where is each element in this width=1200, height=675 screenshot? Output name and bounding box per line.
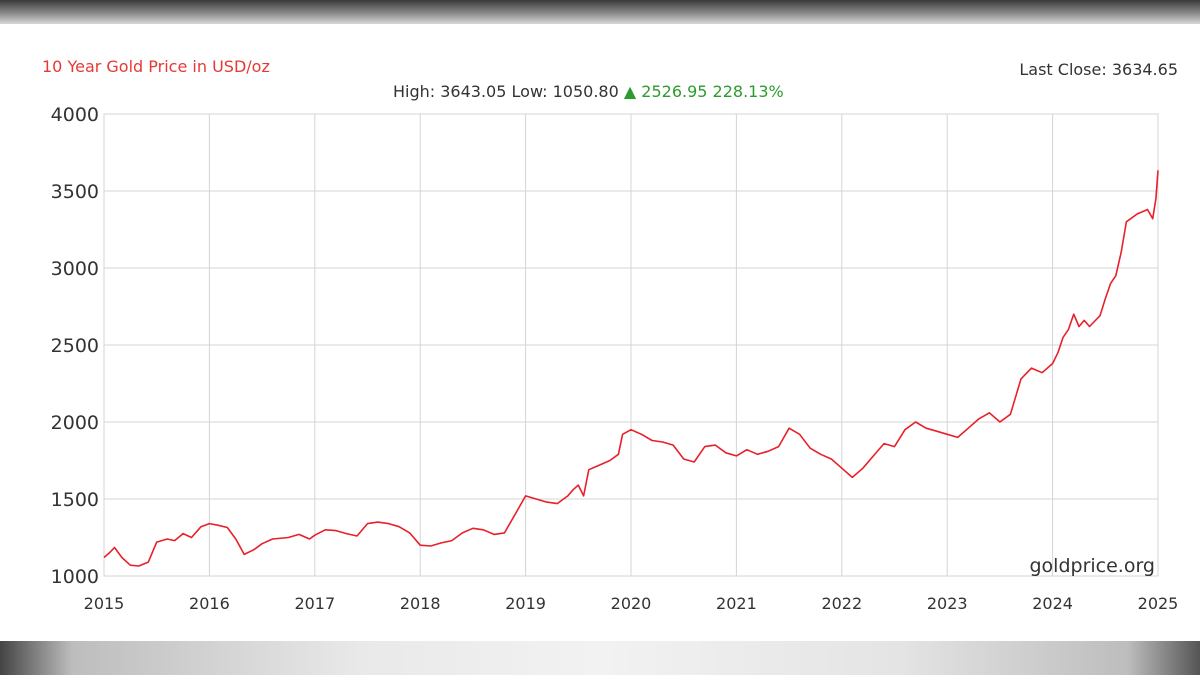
- x-tick-label: 2024: [1032, 594, 1073, 613]
- y-tick-label: 1500: [51, 489, 99, 511]
- axis-layer: 2015 2016 2017 2018 2019 2020 2021 2022 2023 2024…: [51, 104, 1179, 613]
- x-tick-label: 2023: [927, 594, 968, 613]
- y-tick-label: 3000: [51, 258, 99, 280]
- x-tick-label: 2025: [1138, 594, 1179, 613]
- grid-layer: [103, 113, 1159, 577]
- x-tick-label: 2022: [821, 594, 862, 613]
- y-tick-label: 1000: [51, 566, 99, 588]
- watermark-label: goldprice.org: [1029, 555, 1155, 577]
- chart-title: 10 Year Gold Price in USD/oz: [42, 57, 270, 76]
- y-tick-label: 2000: [51, 412, 99, 434]
- x-tick-label: 2017: [294, 594, 335, 613]
- y-tick-label: 2500: [51, 335, 99, 357]
- x-tick-label: 2019: [505, 594, 546, 613]
- change-label: 2526.95 228.13%: [641, 82, 784, 101]
- x-tick-label: 2015: [84, 594, 125, 613]
- y-tick-label: 3500: [51, 181, 99, 203]
- x-tick-label: 2021: [716, 594, 757, 613]
- low-label: Low: 1050.80: [511, 82, 619, 101]
- stats-line: High: 3643.05 Low: 1050.80 ▲ 2526.95 228…: [393, 82, 784, 101]
- x-tick-label: 2018: [400, 594, 441, 613]
- series-layer: [103, 170, 1159, 567]
- bottom-background-strip: [0, 641, 1200, 675]
- x-tick-label: 2016: [189, 594, 230, 613]
- y-tick-label: 4000: [51, 104, 99, 126]
- x-tick-label: 2020: [611, 594, 652, 613]
- high-label: High: 3643.05: [393, 82, 507, 101]
- gold-price-series-line: [103, 170, 1159, 567]
- top-background-strip: [0, 0, 1200, 24]
- up-arrow-icon: ▲: [623, 82, 637, 101]
- last-close-label: Last Close: 3634.65: [1019, 60, 1178, 79]
